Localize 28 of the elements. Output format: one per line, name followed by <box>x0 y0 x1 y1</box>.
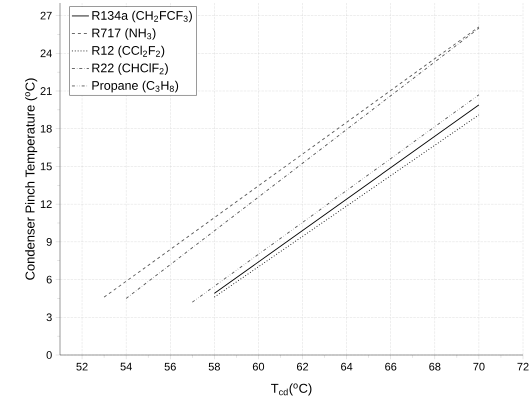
y-tick-label: 3 <box>46 313 52 322</box>
legend-label: R717 (NH$_{3}$) <box>92 28 156 40</box>
x-tick-label: 62 <box>296 362 308 371</box>
legend-label: R22 (CHClF$_{2}$) <box>92 63 168 75</box>
y-tick-label: 24 <box>40 49 52 58</box>
legend-label: R134a (CH$_{2}$FCF$_{3}$) <box>92 10 192 22</box>
x-tick-label: 68 <box>429 362 440 371</box>
y-tick-label: 6 <box>46 276 52 284</box>
x-tick-label: 52 <box>76 362 88 371</box>
y-axis-title: Condenser Pinch Temperature ($^{o}$C) <box>25 78 38 280</box>
y-tick-label: 0 <box>46 351 52 359</box>
x-tick-label: 66 <box>385 362 396 371</box>
legend-label: Propane (C$_{3}$H$_{8}$) <box>92 80 178 92</box>
y-tick-label: 21 <box>40 87 52 95</box>
x-tick-label: 60 <box>252 362 264 371</box>
x-tick-label: 54 <box>120 362 132 370</box>
y-tick-label: 27 <box>40 12 52 20</box>
y-tick-label: 9 <box>46 238 52 246</box>
y-tick-label: 18 <box>40 124 52 133</box>
x-tick-label: 56 <box>164 362 176 371</box>
x-tick-label: 64 <box>341 362 352 371</box>
y-tick-label: 12 <box>40 200 52 208</box>
x-tick-label: 58 <box>208 362 220 371</box>
x-tick-label: 72 <box>517 362 529 370</box>
x-axis-title: T$_{cd}$($^{o}$C) <box>271 383 312 396</box>
x-tick-label: 70 <box>473 362 485 371</box>
y-tick-label: 15 <box>40 162 52 170</box>
legend-label: R12 (CCl$_{2}$F$_{2}$) <box>92 46 164 58</box>
